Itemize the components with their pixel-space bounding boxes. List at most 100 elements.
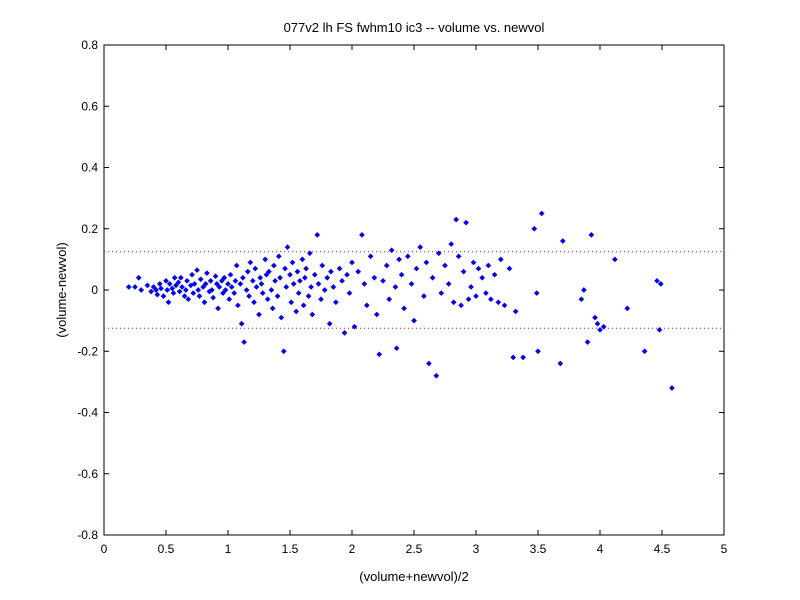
data-point: [463, 219, 469, 226]
data-point: [125, 284, 132, 290]
data-point: [531, 225, 538, 232]
data-point: [233, 262, 240, 269]
data-point: [232, 277, 239, 284]
y-tick-label: -0.4: [77, 406, 98, 420]
data-point: [269, 305, 276, 312]
data-point: [195, 287, 202, 293]
data-point: [371, 274, 378, 281]
y-tick-label: 0.2: [81, 222, 98, 236]
data-point: [326, 320, 333, 327]
data-point: [506, 265, 513, 272]
y-tick-label: 0.8: [81, 38, 98, 52]
x-tick-label: 5: [721, 542, 728, 556]
y-tick-label: -0.6: [77, 467, 98, 481]
data-point: [221, 274, 228, 281]
data-point: [361, 281, 368, 287]
data-point: [150, 284, 157, 290]
y-tick-label: 0.6: [81, 99, 98, 113]
data-point: [417, 244, 424, 250]
data-point: [257, 274, 264, 281]
data-point: [319, 262, 326, 269]
data-point: [181, 293, 188, 299]
data-point: [253, 284, 260, 290]
data-point: [290, 281, 297, 287]
data-point: [237, 281, 244, 287]
data-point: [246, 293, 252, 299]
data-point: [485, 262, 492, 269]
data-point: [202, 281, 209, 287]
data-point: [401, 305, 407, 312]
data-point: [165, 299, 172, 306]
data-point: [216, 284, 223, 290]
data-point: [318, 296, 324, 303]
data-point: [170, 290, 177, 296]
data-point: [468, 284, 474, 290]
data-point: [196, 293, 203, 299]
data-point: [300, 302, 307, 309]
data-point: [256, 311, 262, 318]
data-point: [324, 274, 331, 281]
data-point: [510, 354, 517, 361]
data-point: [612, 256, 618, 263]
data-point: [383, 262, 390, 269]
data-point: [448, 241, 455, 247]
data-point: [336, 265, 343, 272]
data-point: [450, 299, 457, 306]
x-axis-ticks: 0 0.5 1 1.5 2 2.5 3 3.5 4 4.5 5: [101, 45, 728, 556]
data-point: [287, 271, 293, 278]
data-point: [204, 270, 210, 276]
data-point: [458, 302, 464, 309]
data-point: [453, 216, 459, 223]
data-point: [173, 282, 179, 289]
data-point: [349, 259, 355, 266]
data-point: [294, 268, 301, 275]
data-point: [315, 281, 322, 287]
x-tick-label: 1.5: [282, 542, 299, 556]
data-point: [283, 284, 290, 290]
data-point: [592, 314, 598, 321]
data-point: [263, 271, 270, 278]
data-point: [408, 281, 415, 287]
data-point: [158, 285, 164, 292]
data-point: [241, 339, 247, 345]
x-tick-label: 1: [225, 542, 232, 556]
data-point: [252, 265, 259, 272]
data-point: [433, 372, 440, 379]
data-point: [442, 262, 448, 269]
data-point: [475, 265, 482, 272]
data-point: [214, 281, 220, 287]
data-point: [396, 256, 402, 263]
data-point: [228, 284, 235, 290]
data-point: [138, 287, 145, 293]
data-point: [344, 271, 350, 278]
data-point: [533, 290, 540, 296]
data-point: [460, 268, 467, 275]
data-point: [240, 274, 246, 281]
data-point: [178, 274, 184, 281]
data-point: [209, 287, 215, 293]
data-point: [148, 288, 154, 295]
data-point: [220, 290, 226, 296]
data-point: [247, 259, 254, 266]
data-point: [163, 277, 169, 284]
data-point: [282, 265, 288, 272]
data-point: [274, 293, 281, 299]
data-point: [333, 299, 339, 306]
data-point: [557, 360, 564, 367]
x-tick-label: 4: [597, 542, 604, 556]
data-point: [308, 284, 314, 290]
plot-area: [103, 44, 725, 536]
data-point: [376, 351, 383, 358]
data-point: [429, 274, 436, 281]
data-point: [339, 277, 345, 284]
data-point: [183, 287, 189, 293]
data-point: [404, 253, 411, 260]
data-point: [277, 274, 283, 281]
data-point: [201, 299, 208, 306]
reference-lines: [104, 251, 724, 329]
data-point: [359, 232, 365, 238]
data-point: [251, 299, 257, 306]
data-point: [346, 290, 353, 296]
data-point: [179, 284, 185, 290]
